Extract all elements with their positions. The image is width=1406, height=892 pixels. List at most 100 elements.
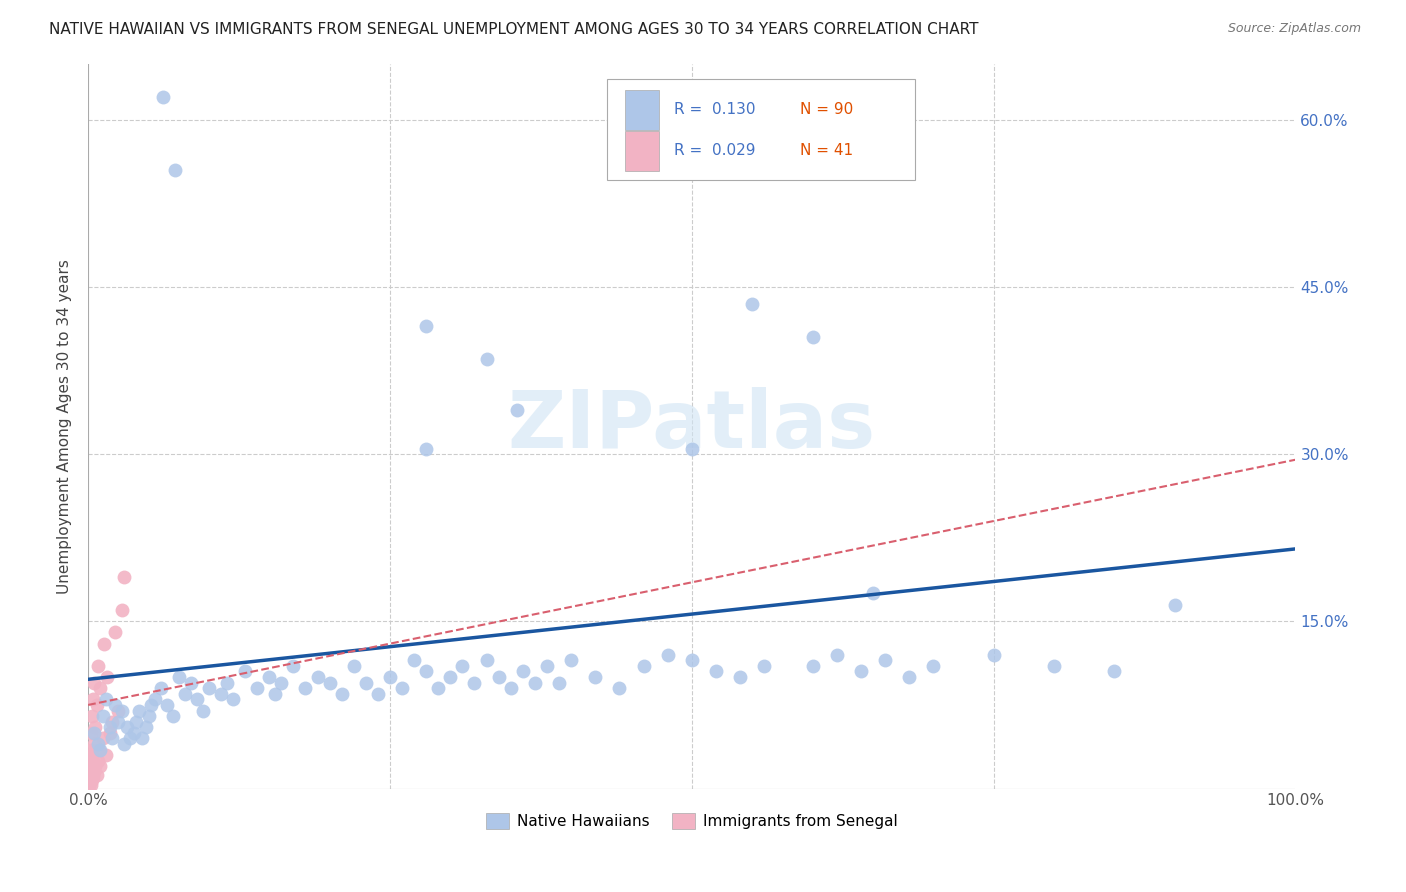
Point	[215, 675, 238, 690]
Point	[825, 648, 848, 662]
Point	[87, 742, 110, 756]
Bar	[626, 90, 659, 129]
Point	[79, 768, 101, 782]
Point	[125, 714, 148, 729]
Point	[79, 759, 101, 773]
Point	[89, 759, 111, 773]
Point	[209, 687, 232, 701]
Point	[548, 675, 571, 690]
Point	[135, 720, 157, 734]
Legend: Native Hawaiians, Immigrants from Senegal: Native Hawaiians, Immigrants from Senega…	[479, 807, 904, 835]
Point	[84, 759, 107, 773]
Point	[112, 570, 135, 584]
Point	[415, 318, 437, 333]
Point	[91, 709, 114, 723]
Text: R =  0.130: R = 0.130	[673, 103, 755, 117]
Point	[343, 659, 366, 673]
Point	[270, 675, 292, 690]
Point	[86, 698, 108, 712]
Point	[96, 670, 118, 684]
Point	[354, 675, 377, 690]
Point	[499, 681, 522, 696]
Text: ZIPatlas: ZIPatlas	[508, 387, 876, 466]
Point	[82, 771, 104, 785]
Text: Source: ZipAtlas.com: Source: ZipAtlas.com	[1227, 22, 1361, 36]
Point	[330, 687, 353, 701]
Point	[898, 670, 921, 684]
Point	[475, 352, 498, 367]
Point	[79, 779, 101, 793]
Point	[862, 586, 884, 600]
Point	[104, 625, 127, 640]
Point	[96, 692, 118, 706]
Y-axis label: Unemployment Among Ages 30 to 34 years: Unemployment Among Ages 30 to 34 years	[58, 259, 72, 594]
Point	[87, 754, 110, 768]
Point	[87, 737, 110, 751]
Point	[681, 653, 703, 667]
Point	[111, 704, 134, 718]
Point	[120, 731, 142, 746]
Point	[741, 296, 763, 310]
Point	[101, 731, 124, 746]
Point	[633, 659, 655, 673]
Point	[180, 675, 202, 690]
Point	[77, 771, 100, 785]
Point	[657, 648, 679, 662]
Text: N = 90: N = 90	[800, 103, 853, 117]
Point	[451, 659, 474, 673]
Point	[922, 659, 945, 673]
Point	[77, 781, 100, 796]
Point	[77, 776, 100, 790]
Point	[1043, 659, 1066, 673]
Point	[1164, 598, 1187, 612]
Point	[222, 692, 245, 706]
Point	[523, 675, 546, 690]
Point	[1104, 665, 1126, 679]
Point	[128, 704, 150, 718]
Point	[173, 687, 195, 701]
Point	[536, 659, 558, 673]
Point	[83, 726, 105, 740]
Point	[86, 768, 108, 782]
Point	[191, 704, 214, 718]
Point	[463, 675, 485, 690]
Point	[96, 748, 118, 763]
Point	[873, 653, 896, 667]
Point	[93, 637, 115, 651]
Point	[801, 659, 824, 673]
Point	[488, 670, 510, 684]
Point	[79, 764, 101, 779]
Point	[983, 648, 1005, 662]
FancyBboxPatch shape	[607, 78, 915, 180]
Point	[83, 675, 105, 690]
Point	[131, 731, 153, 746]
Point	[91, 731, 114, 746]
Text: NATIVE HAWAIIAN VS IMMIGRANTS FROM SENEGAL UNEMPLOYMENT AMONG AGES 30 TO 34 YEAR: NATIVE HAWAIIAN VS IMMIGRANTS FROM SENEG…	[49, 22, 979, 37]
Point	[89, 742, 111, 756]
Point	[801, 330, 824, 344]
Point	[728, 670, 751, 684]
Point	[186, 692, 208, 706]
Point	[367, 687, 389, 701]
Point	[80, 762, 103, 776]
Point	[82, 754, 104, 768]
Point	[427, 681, 450, 696]
Point	[83, 737, 105, 751]
Point	[283, 659, 305, 673]
Point	[475, 653, 498, 667]
Point	[87, 659, 110, 673]
Point	[79, 742, 101, 756]
Point	[80, 709, 103, 723]
Text: R =  0.029: R = 0.029	[673, 144, 755, 159]
Point	[583, 670, 606, 684]
Point	[198, 681, 221, 696]
Point	[138, 709, 160, 723]
Point	[107, 704, 129, 718]
Point	[378, 670, 401, 684]
Point	[165, 163, 187, 178]
Point	[162, 709, 184, 723]
Point	[849, 665, 872, 679]
Point	[111, 603, 134, 617]
Point	[681, 442, 703, 456]
Point	[257, 670, 280, 684]
